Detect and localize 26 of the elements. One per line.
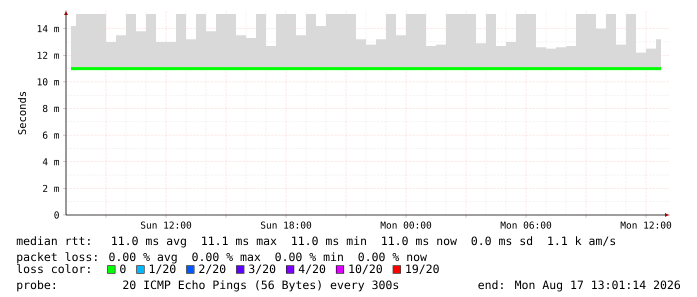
- y-tick-label: 10 m: [38, 78, 60, 86]
- legend-label: 19/20: [406, 264, 439, 274]
- text: median rtt: 11.0 ms avg 11.1 ms max 11.0 ms min 11.0 ms now 0.0 ms sd 1.1 k am/s: [16, 236, 616, 248]
- text: probe: 20 ICMP Echo Pings (56 Bytes) every 300s: [17, 280, 398, 292]
- y-tick-label: 12 m: [38, 52, 60, 59]
- legend-label: 4/20: [298, 264, 326, 274]
- x-tick-label: Sun 12:00: [140, 222, 192, 229]
- y-tick-label: 4 m: [42, 158, 60, 166]
- legend-label: 0: [120, 264, 126, 274]
- text: packet loss: 0.00 % avg 0.00 % max 0.00 % min 0.00 % now: [17, 252, 427, 264]
- y-tick-label: 6 m: [42, 132, 60, 139]
- legend-label: 1/20: [150, 264, 176, 274]
- y-tick-label: 0: [54, 211, 59, 219]
- x-tick-label: Mon 00:00: [380, 222, 432, 229]
- legend-label: 2/20: [199, 264, 226, 274]
- x-tick-label: Mon 06:00: [500, 222, 552, 229]
- legend-label: 10/20: [349, 264, 382, 274]
- x-tick-label: Mon 12:00: [620, 222, 672, 229]
- y-axis-title: Seconds: [18, 92, 26, 134]
- legend-title: loss color:: [17, 264, 90, 274]
- legend-label: 3/20: [249, 264, 276, 274]
- y-tick-label: 8 m: [42, 104, 60, 112]
- y-tick-label: 2 m: [43, 184, 60, 192]
- x-tick-label: Sun 18:00: [260, 222, 312, 229]
- text: end: Mon Aug 17 13:01:14 2026: [478, 280, 680, 292]
- y-tick-label: 14 m: [38, 25, 60, 32]
